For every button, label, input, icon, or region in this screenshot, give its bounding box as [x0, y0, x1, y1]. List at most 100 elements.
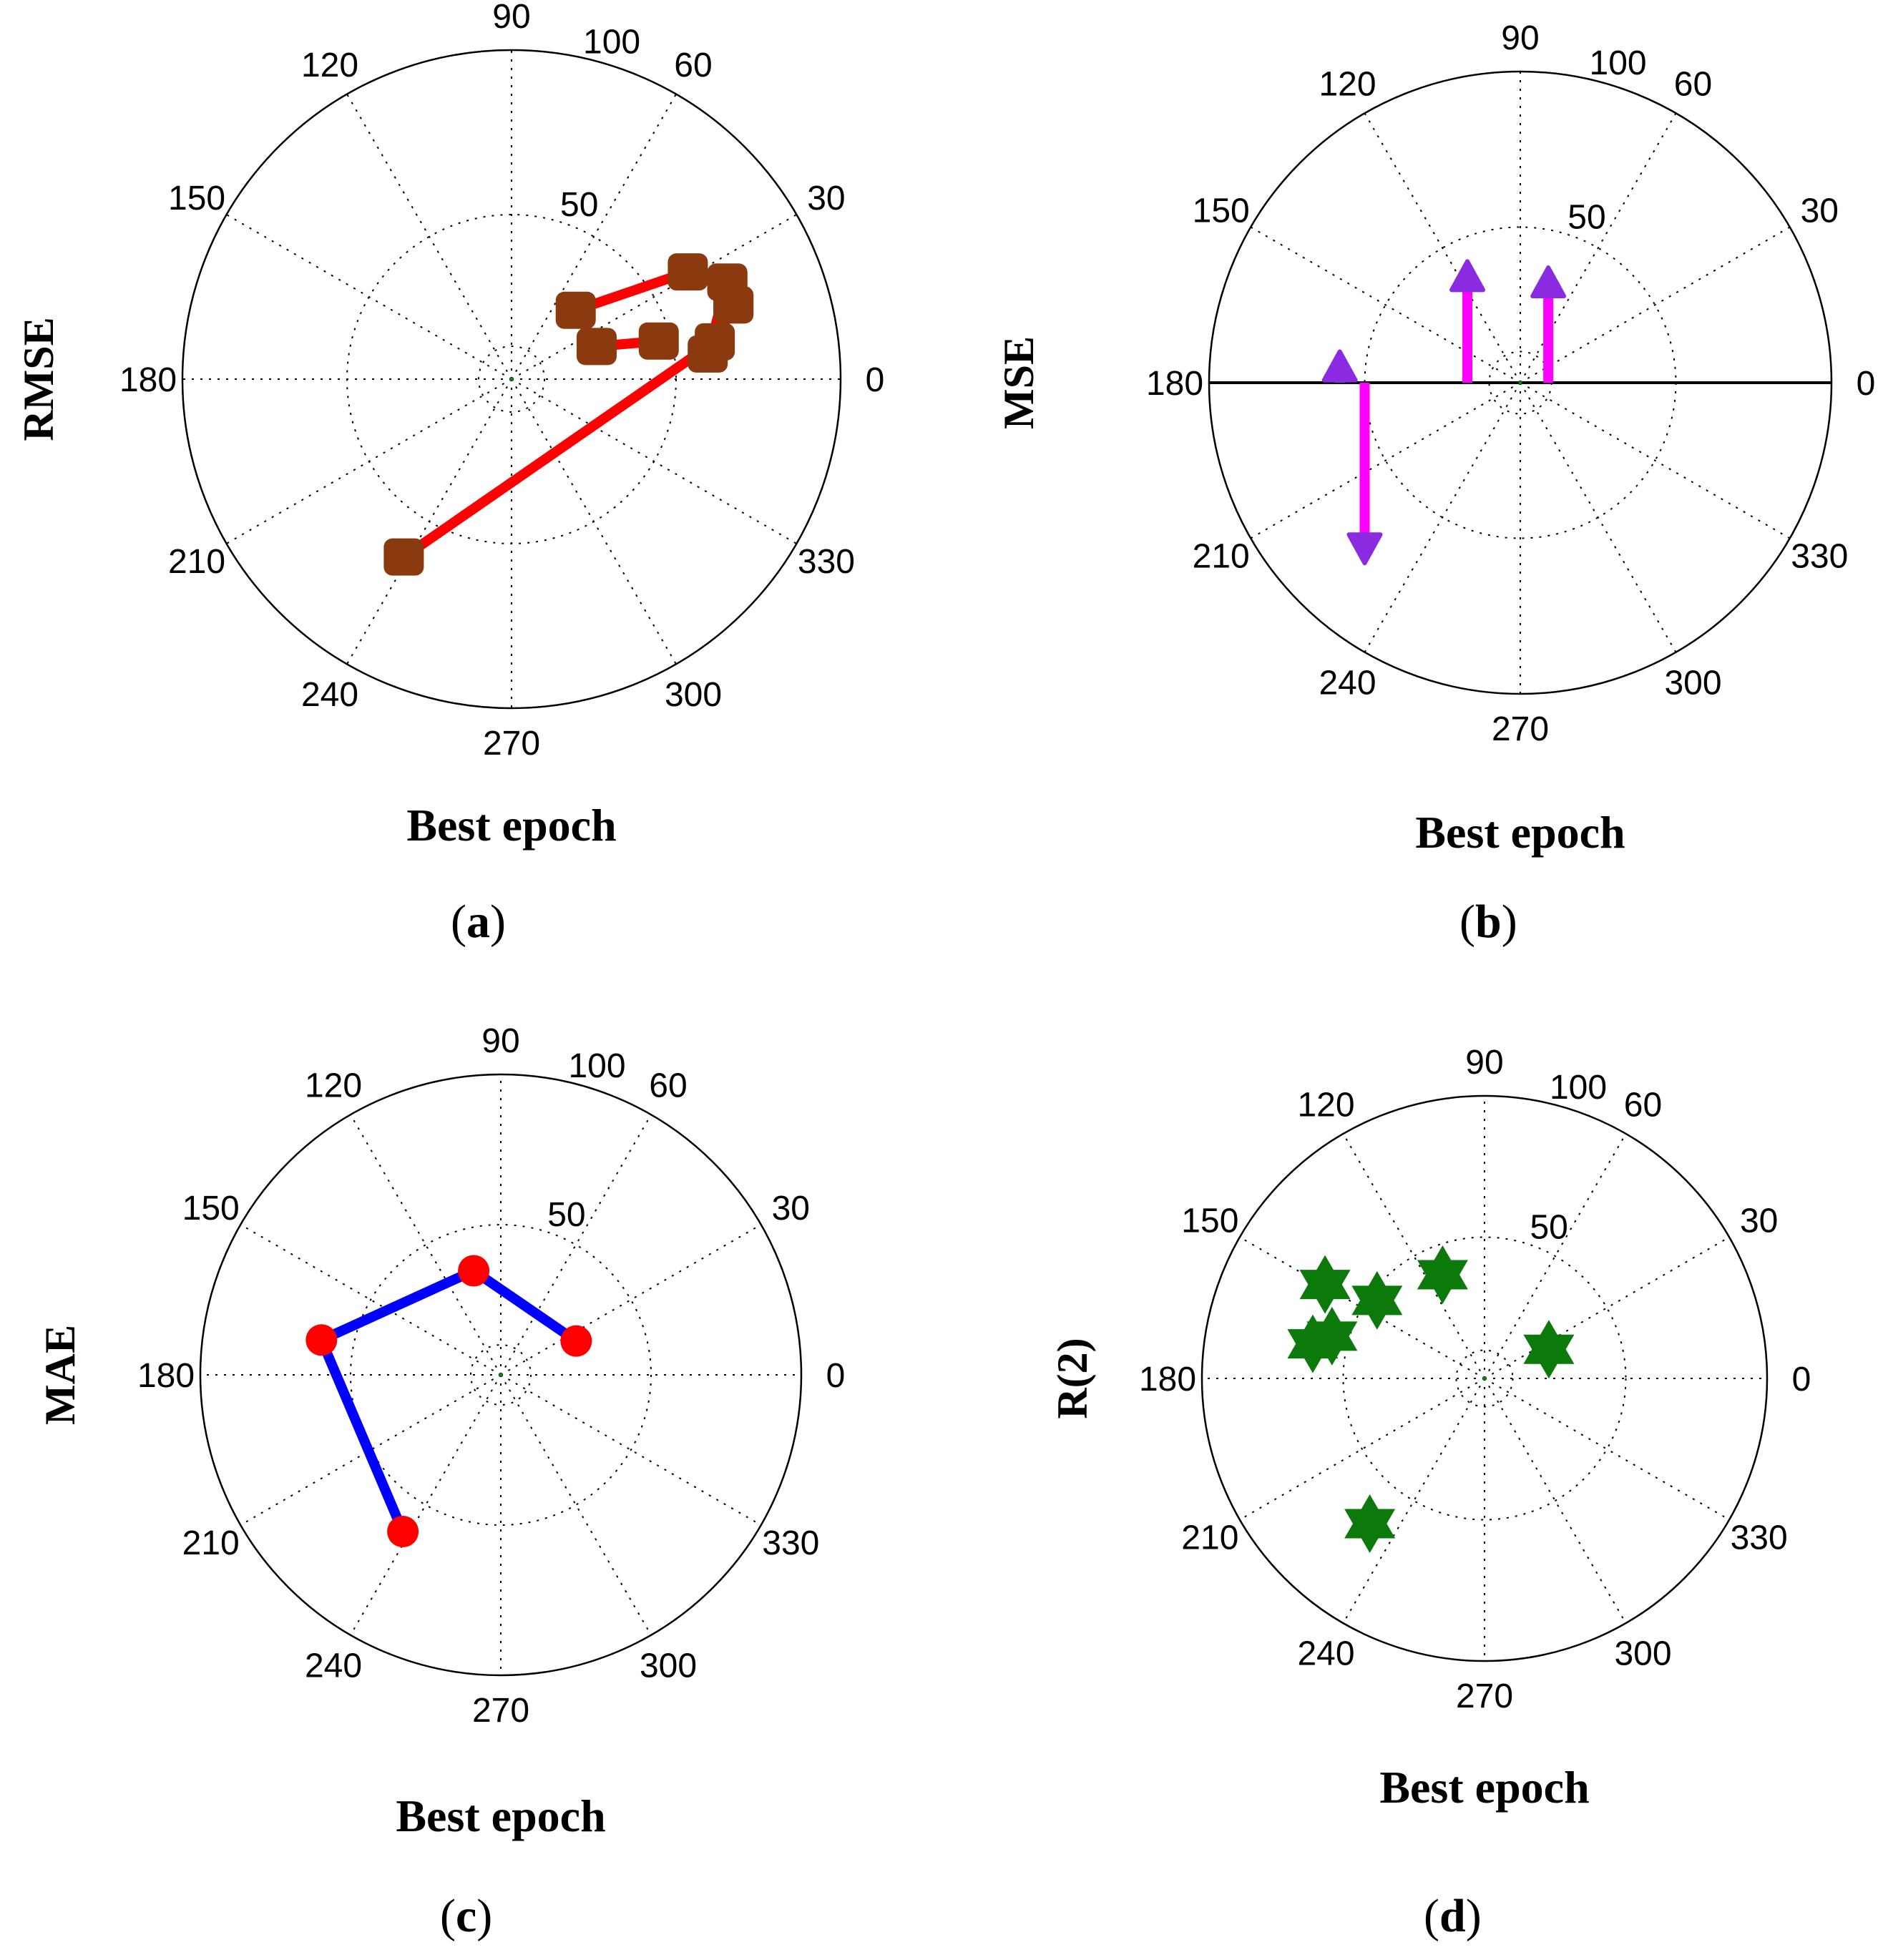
- series-line-segment: [316, 1335, 409, 1537]
- grid-spoke: [1250, 226, 1521, 383]
- angle-tick-label: 30: [1801, 192, 1839, 230]
- grid-spoke: [1520, 382, 1791, 539]
- radial-tick-label: 50: [1530, 1208, 1567, 1246]
- grid-spoke: [1250, 382, 1521, 539]
- grid-circle: [1342, 1236, 1627, 1521]
- grid-spoke: [1364, 112, 1521, 383]
- angle-tick-label: 330: [798, 543, 855, 581]
- angle-tick-label: 180: [1139, 1361, 1196, 1398]
- angle-tick-label: 120: [1297, 1086, 1354, 1124]
- radial-tick-label: 100: [583, 23, 640, 61]
- angle-tick-label: 240: [1297, 1635, 1354, 1673]
- grid-circle: [478, 346, 545, 413]
- outer-circle: [1200, 1094, 1769, 1662]
- panel-caption: (c): [440, 1890, 492, 1942]
- grid-spoke: [1484, 1236, 1730, 1379]
- angle-tick-label: 120: [301, 46, 358, 84]
- series-line-segment: [398, 336, 720, 562]
- angle-tick-label: 210: [1181, 1519, 1238, 1557]
- data-point-marker: [638, 322, 679, 360]
- angle-tick-label: 90: [1501, 19, 1539, 57]
- angle-tick-label: 0: [866, 361, 885, 399]
- grid-spoke: [1342, 1133, 1485, 1379]
- outer-circle: [181, 49, 842, 710]
- polar-plot-a: 0 30 60 90 120 150 180 210 240 270 300 330 50 100 RMSE…: [15, 0, 885, 948]
- grid-spoke: [511, 94, 677, 380]
- angle-tick-label: 120: [1319, 66, 1376, 104]
- data-point-marker: [387, 1516, 419, 1548]
- polar-plot-d: 0 30 60 90 120 150 180 210 240 270 300 330 50 100 R(2)…: [1049, 1044, 1811, 1942]
- grid-spoke: [226, 378, 512, 544]
- radial-tick-label: 50: [560, 186, 598, 224]
- angle-tick-label: 180: [137, 1357, 195, 1395]
- angle-tick-label: 300: [1614, 1635, 1671, 1673]
- data-point-marker: [458, 1255, 490, 1287]
- data-point-marker: [383, 538, 424, 576]
- angle-tick-label: 210: [168, 543, 225, 581]
- compass-arrowhead: [1321, 349, 1358, 383]
- data-point-marker: [1351, 1270, 1403, 1330]
- angle-tick-label: 30: [1740, 1202, 1778, 1240]
- angle-tick-label: 60: [1674, 66, 1712, 104]
- panel-caption: (d): [1424, 1890, 1482, 1942]
- grid-spoke: [240, 1224, 502, 1376]
- radial-tick-label: 50: [547, 1196, 585, 1234]
- x-axis-label: Best epoch: [1415, 807, 1625, 858]
- data-point-marker: [560, 1325, 592, 1357]
- angle-tick-label: 30: [807, 180, 845, 217]
- angle-tick-label: 0: [826, 1357, 846, 1395]
- angle-tick-label: 240: [1319, 664, 1376, 702]
- grid-spoke: [350, 1114, 502, 1376]
- center-dot: [499, 1373, 503, 1377]
- angle-tick-label: 330: [1731, 1519, 1788, 1557]
- angle-tick-label: 330: [1791, 538, 1848, 576]
- data-point-marker: [576, 328, 617, 366]
- grid-spoke: [346, 94, 512, 380]
- grid-spoke: [500, 1374, 652, 1636]
- grid-spoke: [350, 1374, 502, 1636]
- radial-tick-label: 100: [568, 1047, 625, 1085]
- data-point-marker: [1287, 1314, 1339, 1373]
- data-point-marker: [555, 291, 596, 329]
- angle-tick-label: 30: [772, 1190, 810, 1228]
- center-dot: [1482, 1376, 1487, 1381]
- grid-spoke: [226, 214, 512, 380]
- angle-tick-label: 240: [305, 1647, 362, 1685]
- grid-spoke: [1520, 226, 1791, 383]
- grid-spoke: [1520, 382, 1677, 653]
- compass-arrowhead: [1530, 265, 1567, 299]
- angle-tick-label: 60: [1624, 1086, 1662, 1124]
- center-dot: [509, 377, 514, 381]
- y-axis-label: RMSE: [15, 317, 62, 441]
- data-point-marker: [1299, 1255, 1351, 1314]
- data-point-marker: [1417, 1245, 1468, 1304]
- radial-tick-label: 100: [1590, 44, 1647, 82]
- grid-circle: [470, 1344, 532, 1406]
- angle-tick-label: 60: [649, 1067, 687, 1105]
- grid-circle: [1455, 1349, 1514, 1408]
- data-point-marker: [713, 286, 754, 324]
- angle-tick-label: 300: [1664, 664, 1721, 702]
- panel-caption: (b): [1459, 896, 1517, 948]
- angle-tick-label: 150: [1181, 1202, 1238, 1240]
- angle-tick-label: 240: [301, 676, 358, 714]
- data-point-marker: [305, 1324, 338, 1356]
- grid-spoke: [500, 1374, 762, 1526]
- x-axis-label: Best epoch: [1379, 1762, 1589, 1813]
- grid-spoke: [1342, 1378, 1485, 1624]
- y-axis-label: MAE: [36, 1325, 84, 1425]
- angle-tick-label: 90: [492, 0, 530, 36]
- data-point-marker: [695, 323, 735, 361]
- data-point-marker: [667, 253, 708, 291]
- angle-tick-label: 150: [182, 1190, 240, 1228]
- series-line-segment: [469, 1265, 582, 1346]
- data-point-marker: [1523, 1320, 1575, 1379]
- angle-tick-label: 270: [472, 1692, 529, 1730]
- radial-tick-label: 50: [1567, 199, 1605, 237]
- data-point-marker: [1344, 1494, 1396, 1554]
- angle-tick-label: 300: [640, 1647, 697, 1685]
- angle-tick-label: 270: [1492, 710, 1549, 748]
- angle-tick-label: 90: [481, 1022, 519, 1060]
- grid-spoke: [346, 378, 512, 665]
- grid-spoke: [500, 1224, 762, 1376]
